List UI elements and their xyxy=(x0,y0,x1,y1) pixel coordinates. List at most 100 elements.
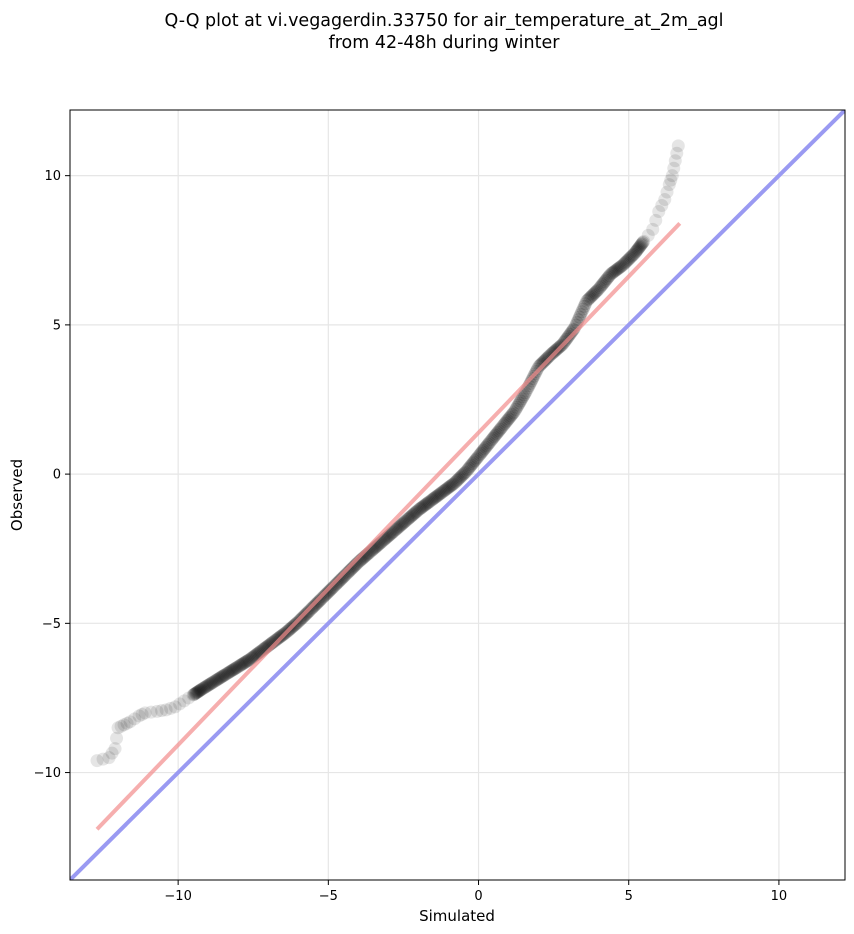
qq-point xyxy=(460,464,474,478)
qq-point xyxy=(155,704,169,718)
qq-point xyxy=(96,752,110,766)
qq-point xyxy=(268,633,282,647)
qq-point xyxy=(609,264,623,278)
qq-point xyxy=(230,660,244,674)
qq-point xyxy=(321,585,335,599)
qq-point xyxy=(443,480,457,494)
qq-point xyxy=(602,269,616,283)
qq-point xyxy=(665,169,679,183)
qq-point xyxy=(633,239,647,253)
qq-point xyxy=(428,490,442,504)
qq-point xyxy=(572,310,586,324)
qq-point xyxy=(205,676,219,690)
qq-point xyxy=(419,498,433,512)
qq-point xyxy=(596,276,610,290)
qq-point xyxy=(464,458,478,472)
qq-point xyxy=(208,674,222,688)
qq-point xyxy=(389,523,403,537)
qq-point xyxy=(593,281,607,295)
qq-point xyxy=(600,272,614,286)
qq-point xyxy=(472,449,486,463)
qq-point xyxy=(434,486,448,500)
qq-point xyxy=(484,434,498,448)
qq-point xyxy=(429,489,443,503)
qq-point xyxy=(563,327,577,341)
qq-point xyxy=(330,577,344,591)
qq-point xyxy=(192,684,206,698)
qq-point xyxy=(512,396,526,410)
qq-point xyxy=(242,653,256,667)
qq-point xyxy=(244,651,258,665)
qq-point xyxy=(320,586,334,600)
qq-point xyxy=(198,681,212,694)
qq-point xyxy=(470,451,484,465)
qq-point xyxy=(505,407,519,421)
x-tick-label: 0 xyxy=(474,889,482,904)
qq-point xyxy=(607,264,621,278)
qq-point xyxy=(396,517,410,531)
qq-point xyxy=(229,661,243,675)
qq-point xyxy=(630,244,644,258)
qq-point xyxy=(240,654,254,668)
qq-point xyxy=(539,353,553,367)
qq-point xyxy=(652,204,666,218)
qq-point xyxy=(534,357,548,371)
qq-point xyxy=(234,658,248,672)
qq-point xyxy=(395,518,409,532)
qq-point xyxy=(110,731,124,745)
qq-point xyxy=(135,707,149,721)
qq-point xyxy=(586,288,600,302)
qq-point xyxy=(641,228,655,242)
qq-point xyxy=(246,650,260,664)
qq-point xyxy=(243,652,257,666)
qq-point xyxy=(191,685,205,699)
qq-point xyxy=(466,457,480,471)
qq-point xyxy=(182,691,196,705)
qq-point xyxy=(177,694,191,708)
x-tick-label: −5 xyxy=(319,889,338,904)
qq-point xyxy=(601,270,615,284)
qq-point xyxy=(224,664,238,678)
qq-point xyxy=(417,498,431,512)
y-tick-label: 5 xyxy=(53,318,61,333)
qq-point xyxy=(493,422,507,436)
grid-lines xyxy=(70,110,845,880)
qq-point xyxy=(524,374,538,388)
qq-point xyxy=(660,185,674,199)
qq-point xyxy=(502,412,516,426)
qq-point xyxy=(590,283,604,297)
qq-point xyxy=(637,234,651,248)
qq-point xyxy=(422,495,436,509)
qq-point xyxy=(401,512,415,526)
qq-point xyxy=(439,482,453,496)
qq-point xyxy=(405,508,419,522)
qq-point xyxy=(581,293,595,307)
qq-point xyxy=(461,463,475,477)
chart-title-line-2: from 42-48h during winter xyxy=(329,33,561,53)
qq-point xyxy=(144,705,158,719)
qq-point xyxy=(441,481,455,495)
qq-point xyxy=(225,663,239,677)
qq-point xyxy=(168,700,182,714)
qq-point xyxy=(111,721,125,735)
qq-point xyxy=(414,501,428,515)
qq-point xyxy=(218,668,232,682)
qq-point xyxy=(624,250,638,264)
qq-point xyxy=(514,394,528,408)
qq-points xyxy=(90,139,685,768)
qq-point xyxy=(604,267,618,281)
qq-point xyxy=(494,421,508,435)
qq-point xyxy=(120,716,134,730)
qq-point xyxy=(270,632,284,646)
qq-point xyxy=(331,575,345,589)
x-tick-label: 10 xyxy=(771,889,788,904)
qq-point xyxy=(195,682,209,696)
qq-point xyxy=(479,440,493,454)
qq-point xyxy=(631,241,645,255)
qq-point xyxy=(564,326,578,340)
qq-point xyxy=(517,388,531,402)
qq-point xyxy=(488,428,502,442)
qq-point xyxy=(469,452,483,466)
qq-point xyxy=(511,398,525,412)
qq-point xyxy=(458,465,472,479)
